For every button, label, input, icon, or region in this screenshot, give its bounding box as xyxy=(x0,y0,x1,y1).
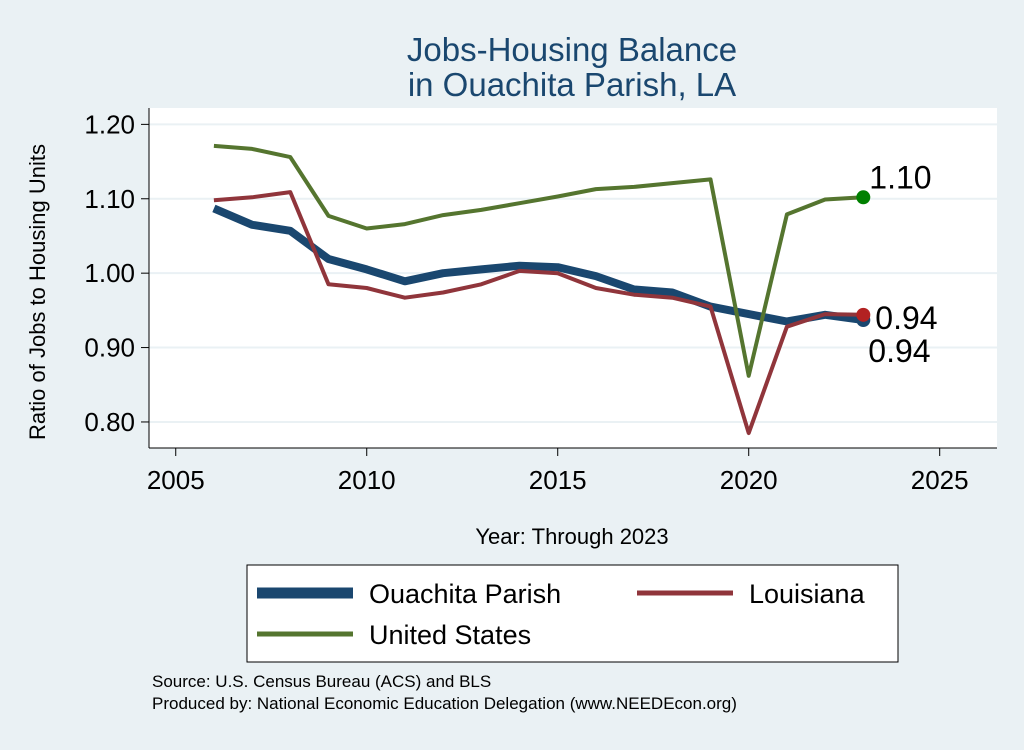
y-tick-label: 0.90 xyxy=(84,333,135,363)
x-tick-label: 2020 xyxy=(720,465,778,495)
producer-note: Produced by: National Economic Education… xyxy=(152,694,737,713)
x-tick-label: 2010 xyxy=(338,465,396,495)
legend-box xyxy=(246,564,899,663)
end-marker-united-states xyxy=(856,190,871,205)
source-note: Source: U.S. Census Bureau (ACS) and BLS xyxy=(152,672,491,691)
end-label-louisiana: 0.94 xyxy=(875,300,937,336)
end-marker-louisiana xyxy=(856,307,871,322)
series-line-united-states xyxy=(213,143,864,378)
legend-label-louisiana: Louisiana xyxy=(749,579,866,609)
y-axis-label: Ratio of Jobs to Housing Units xyxy=(25,144,50,440)
legend-label-ouachita: Ouachita Parish xyxy=(369,579,561,609)
y-tick-label: 1.00 xyxy=(84,258,135,288)
series-lines xyxy=(212,143,864,436)
end-markers: 0.940.94 1.10 xyxy=(856,159,938,369)
y-tick-label: 1.20 xyxy=(84,109,135,139)
x-axis-label: Year: Through 2023 xyxy=(475,524,668,549)
x-tick-label: 2005 xyxy=(147,465,205,495)
legend-label-us: United States xyxy=(369,620,531,650)
axes: 0.80 0.90 1.00 1.10 1.20 2005 2010 2015 2020 2025 xyxy=(84,108,997,495)
end-label-ouachita-parish: 0.94 xyxy=(868,333,930,369)
y-tick-label: 0.80 xyxy=(84,407,135,437)
title-line-1: Jobs-Housing Balance xyxy=(407,31,737,68)
y-tick-label: 1.10 xyxy=(84,184,135,214)
series-line-louisiana xyxy=(213,190,864,436)
chart-title: Jobs-Housing Balance in Ouachita Parish,… xyxy=(407,31,737,103)
end-label-united-states: 1.10 xyxy=(869,159,931,195)
x-tick-label: 2025 xyxy=(911,465,969,495)
x-tick-label: 2015 xyxy=(529,465,587,495)
title-line-2: in Ouachita Parish, LA xyxy=(408,66,736,103)
legend: Ouachita Parish Louisiana United States xyxy=(246,564,899,663)
series-line-ouachita-parish xyxy=(212,204,864,326)
